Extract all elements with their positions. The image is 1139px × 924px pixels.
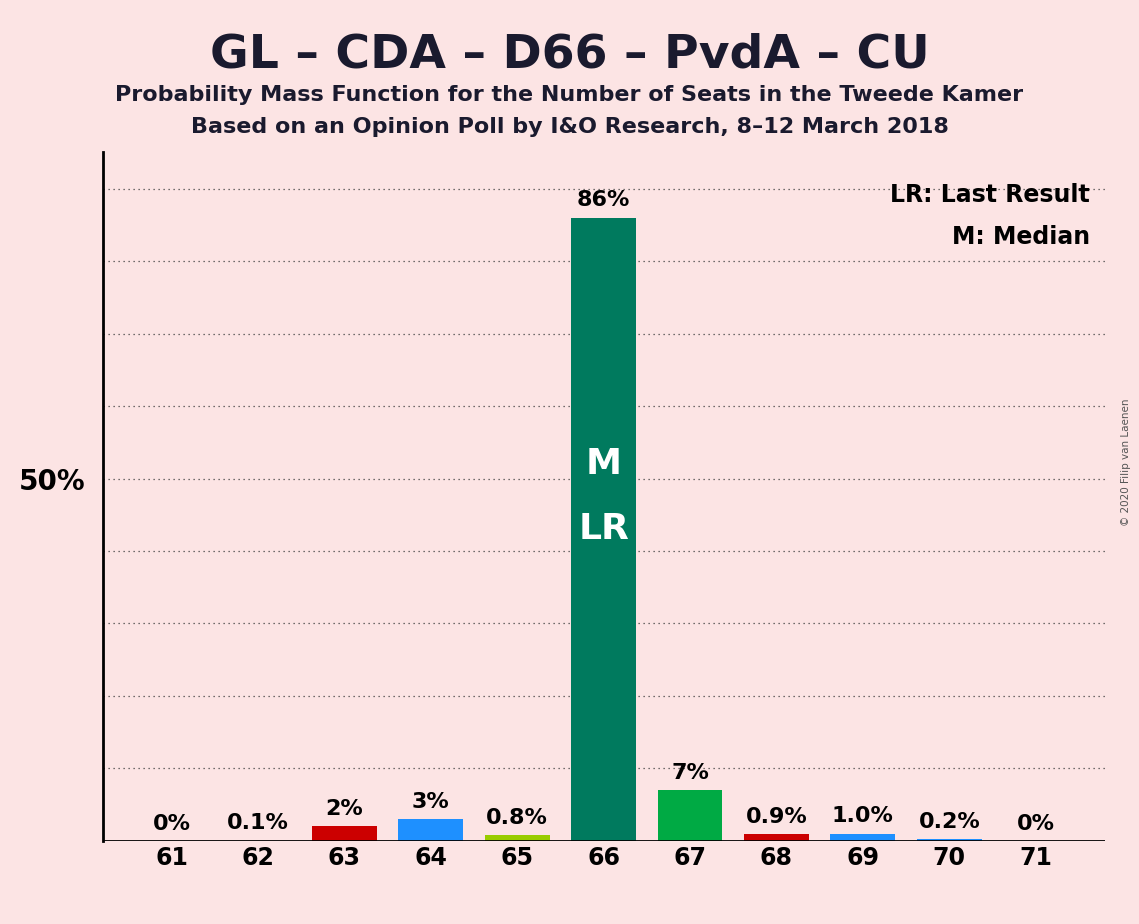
Text: GL – CDA – D66 – PvdA – CU: GL – CDA – D66 – PvdA – CU [210, 32, 929, 78]
Text: Probability Mass Function for the Number of Seats in the Tweede Kamer: Probability Mass Function for the Number… [115, 85, 1024, 105]
Text: M: M [585, 447, 622, 481]
Bar [917, 839, 982, 841]
Bar [830, 833, 895, 841]
Text: Based on an Opinion Poll by I&O Research, 8–12 March 2018: Based on an Opinion Poll by I&O Research… [190, 117, 949, 138]
Text: 1.0%: 1.0% [831, 807, 894, 826]
Text: LR: LR [579, 512, 629, 546]
Bar [485, 835, 550, 841]
Text: 0%: 0% [153, 814, 190, 833]
Bar [572, 218, 636, 841]
Text: 7%: 7% [671, 763, 708, 783]
Text: LR: Last Result: LR: Last Result [890, 184, 1090, 207]
Text: M: Median: M: Median [952, 225, 1090, 249]
Bar [312, 826, 377, 841]
Text: 2%: 2% [326, 799, 363, 819]
Bar [744, 834, 809, 841]
Text: 0.2%: 0.2% [918, 812, 981, 833]
Text: 0%: 0% [1017, 814, 1055, 833]
Text: © 2020 Filip van Laenen: © 2020 Filip van Laenen [1121, 398, 1131, 526]
Bar [399, 819, 464, 841]
Text: 86%: 86% [577, 190, 630, 211]
Text: 0.9%: 0.9% [746, 807, 808, 827]
Text: 0.1%: 0.1% [227, 813, 289, 833]
Text: 3%: 3% [412, 792, 450, 812]
Text: 0.8%: 0.8% [486, 808, 548, 828]
Bar [657, 790, 722, 841]
